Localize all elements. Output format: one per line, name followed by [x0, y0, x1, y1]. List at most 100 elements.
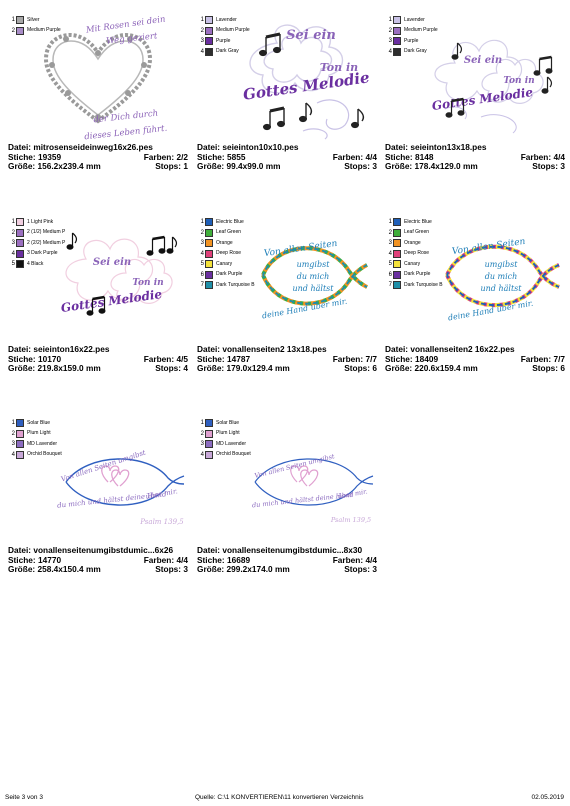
color-swatch: [205, 37, 213, 46]
embroidery-preview: Mit Rosen sei dein Weg geziert der Dich …: [43, 14, 168, 141]
design-card[interactable]: 1 Electric Blue 2 Leaf Green 3 Orange 4 Deep…: [385, 215, 565, 375]
palette-entry: 2 Plum Light: [200, 429, 240, 438]
palette-entry: 3 MD Lavender: [200, 440, 247, 449]
file-name: Datei: seieinton10x10.pes: [197, 142, 299, 152]
verse-line: umgibst: [297, 260, 331, 269]
color-swatch: [205, 419, 213, 428]
stitch-count: Stiche: 8148: [385, 151, 434, 162]
color-palette: 1 Lavender 2 Medium Purple 3 Purple 4 Dark G…: [387, 15, 438, 57]
embroidery-preview: Von allen Seiten umgibst du mich und häl…: [261, 239, 368, 320]
design-size: Größe: 178.4x129.0 mm: [385, 161, 478, 172]
verse-line: Sei ein: [93, 257, 131, 268]
design-card[interactable]: 1 Lavender 2 Medium Purple 3 Purple 4 Dark G…: [197, 13, 377, 173]
color-palette: 1 Solar Blue 2 Plum Light 3 MD Lavender 4 Or…: [10, 418, 62, 460]
verse-line: Von allen Seiten umgibst: [254, 452, 336, 480]
palette-entry: 1 Solar Blue: [11, 419, 51, 428]
stop-count: Stops: 1: [155, 161, 188, 172]
music-note-icon: [263, 106, 285, 131]
color-swatch: [393, 228, 401, 237]
embroidery-preview: Sei ein Ton in Gottes Melodie: [431, 39, 553, 134]
fish-swoosh-outline: [65, 458, 185, 506]
file-name: Datei: vonallenseiten2 16x22.pes: [385, 344, 515, 354]
design-size: Größe: 99.4x99.0 mm: [197, 161, 281, 172]
design-card[interactable]: 1 Silver 2 Medium Purple Mit Rosen sei dei…: [8, 13, 188, 173]
file-name: Datei: vonallenseiten2 13x18.pes: [197, 344, 327, 354]
design-thumbnail[interactable]: 1 Silver 2 Medium Purple Mit Rosen sei dei…: [8, 13, 188, 141]
color-swatch: [393, 270, 401, 279]
color-palette: 1 Electric Blue 2 Leaf Green 3 Orange 4 Deep…: [387, 217, 443, 291]
verse-line: Ton in: [320, 61, 358, 74]
color-swatch: [393, 218, 401, 227]
design-thumbnail[interactable]: 1 Solar Blue 2 Plum Light 3 MD Lavender 4 Or…: [197, 416, 377, 544]
stitch-count: Stiche: 5855: [197, 151, 246, 162]
design-size: Größe: 219.8x159.0 mm: [8, 363, 101, 374]
color-swatch: [393, 47, 401, 56]
embroidery-preview: Von allen Seiten umgibst du mich und häl…: [57, 449, 185, 526]
music-note-icon: [146, 235, 166, 256]
color-swatch: [16, 239, 24, 248]
design-thumbnail[interactable]: 1 Lavender 2 Medium Purple 3 Purple 4 Dark G…: [385, 13, 565, 141]
color-swatch: [393, 239, 401, 248]
palette-entry: 3 Purple: [388, 37, 419, 46]
palette-entry: 1 Electric Blue: [388, 218, 432, 227]
stitch-count: Stiche: 16689: [197, 554, 251, 565]
music-note-icon: [351, 108, 365, 129]
verse-line: Gottes Melodie: [60, 287, 163, 315]
rose-heart-wreath: [43, 32, 153, 124]
design-thumbnail[interactable]: 1 Electric Blue 2 Leaf Green 3 Orange 4 Deep…: [385, 215, 565, 343]
palette-entry: 4 Orchid Bouquet: [11, 450, 62, 459]
color-count: Farben: 4/4: [143, 554, 188, 565]
design-size: Größe: 299.2x174.0 mm: [197, 564, 290, 575]
stop-count: Stops: 3: [532, 161, 565, 172]
design-card[interactable]: 1 Lavender 2 Medium Purple 3 Purple 4 Dark G…: [385, 13, 565, 173]
palette-entry: 5 Canary: [200, 260, 233, 269]
source-path: Quelle: C:\1 KONVERTIEREN\11 konvertiere…: [195, 794, 364, 801]
color-swatch: [393, 37, 401, 46]
stop-count: Stops: 6: [532, 363, 565, 374]
design-thumbnail[interactable]: 1 Lavender 2 Medium Purple 3 Purple 4 Dark G…: [197, 13, 377, 141]
color-palette: 1 Silver 2 Medium Purple: [10, 15, 61, 36]
palette-entry: 3 Purple: [200, 37, 231, 46]
music-note-icon: [86, 295, 106, 316]
verse-line: deine Hand über mir.: [447, 299, 534, 323]
embroidery-preview: Sei ein Ton in Gottes Melodie: [242, 24, 371, 140]
design-thumbnail[interactable]: 1 Solar Blue 2 Plum Light 3 MD Lavender 4 Or…: [8, 416, 188, 544]
design-thumbnail[interactable]: 1 Electric Blue 2 Leaf Green 3 Orange 4 Deep…: [197, 215, 377, 343]
palette-entry: 1 Lavender: [200, 16, 237, 25]
color-swatch: [205, 429, 213, 438]
stop-count: Stops: 3: [344, 161, 377, 172]
palette-entry: 6 Dark Purple: [200, 270, 243, 279]
design-info: Datei: vonallenseitenumgibstdumic...8x30…: [197, 545, 377, 575]
color-swatch: [16, 419, 24, 428]
design-card[interactable]: 1 Solar Blue 2 Plum Light 3 MD Lavender 4 Or…: [197, 416, 377, 576]
verse-line: Weg geziert: [106, 31, 159, 46]
palette-entry: 2 Medium Purple: [388, 26, 438, 35]
design-info: Datei: vonallenseiten2 16x22.pes Stiche:…: [385, 344, 565, 374]
color-count: Farben: 4/4: [332, 151, 377, 162]
color-count: Farben: 4/5: [143, 353, 188, 364]
stitch-count: Stiche: 14770: [8, 554, 62, 565]
color-swatch: [205, 228, 213, 237]
design-info: Datei: seieinton16x22.pes Stiche: 10170 F…: [8, 344, 188, 374]
palette-entry: 3 MD Lavender: [11, 440, 58, 449]
verse-line: Von allen Seiten: [263, 239, 338, 259]
color-swatch: [205, 239, 213, 248]
design-card[interactable]: 1 Solar Blue 2 Plum Light 3 MD Lavender 4 Or…: [8, 416, 188, 576]
design-card[interactable]: 1 Electric Blue 2 Leaf Green 3 Orange 4 Deep…: [197, 215, 377, 375]
color-count: Farben: 7/7: [520, 353, 565, 364]
verse-line: Sei ein: [286, 28, 336, 43]
embroidery-preview: Von allen Seiten umgibst du mich und häl…: [252, 452, 374, 524]
color-swatch: [205, 47, 213, 56]
file-name: Datei: seieinton13x18.pes: [385, 142, 487, 152]
color-swatch: [205, 281, 213, 290]
color-swatch: [16, 16, 24, 25]
design-info: Datei: seieinton13x18.pes Stiche: 8148 Fa…: [385, 142, 565, 172]
color-count: Farben: 7/7: [332, 353, 377, 364]
